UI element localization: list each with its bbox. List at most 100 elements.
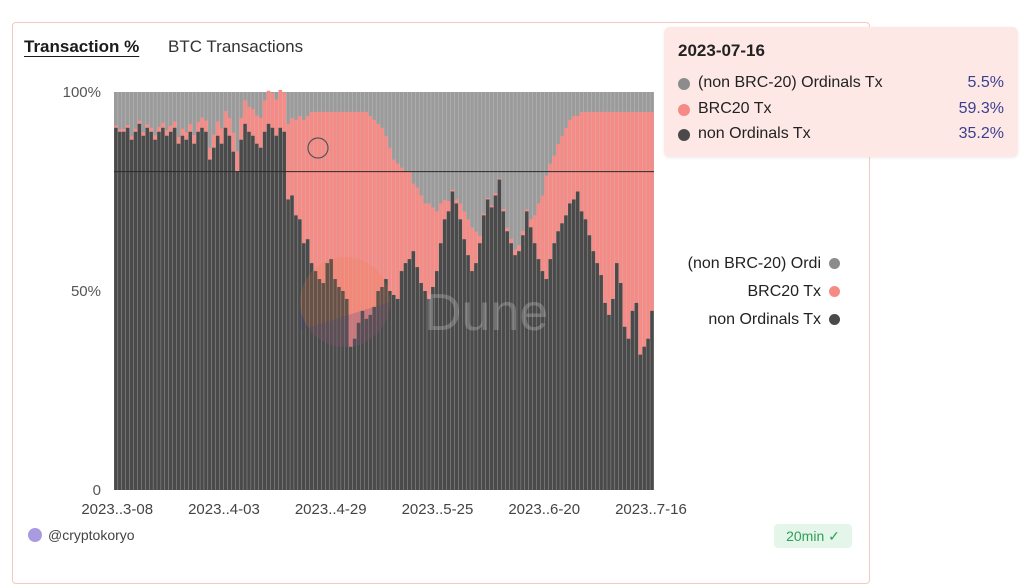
bar-brc20-segment xyxy=(419,195,423,284)
bar-brc20-segment xyxy=(345,111,349,299)
bar-brc20-segment xyxy=(505,227,510,232)
bar-non-ordinals-segment xyxy=(642,346,647,490)
bar-brc20-segment xyxy=(403,171,408,264)
bar-non-ordinals-segment xyxy=(497,179,502,490)
bar-brc20-segment xyxy=(223,111,228,128)
bar-non-ordinals-segment xyxy=(399,271,404,490)
legend-item-non-ordinals[interactable]: non Ordinals Tx xyxy=(708,311,840,331)
bar-non-ordinals-segment xyxy=(341,291,345,490)
bar-brc20-segment xyxy=(552,155,557,244)
bar-brc20-segment xyxy=(266,90,271,124)
bar-brc20-segment xyxy=(579,111,584,212)
tab-transaction-percent[interactable]: Transaction % xyxy=(24,37,140,56)
bar-non-ordinals-segment xyxy=(435,271,439,490)
bar-non-ordinals-segment xyxy=(481,215,486,490)
bar-brc20-segment xyxy=(591,111,596,252)
bar-brc20-segment xyxy=(325,111,330,264)
bar-brc20-segment xyxy=(638,111,643,355)
bar-non-ordinals-segment xyxy=(611,298,615,490)
bar-brc20-segment xyxy=(438,203,443,244)
bar-brc20-segment xyxy=(161,122,165,128)
bar-brc20-segment xyxy=(423,203,427,291)
bar-non-ordinals-segment xyxy=(125,127,130,490)
bar-brc20-segment xyxy=(634,111,639,303)
bar-non-ordinals-segment xyxy=(168,131,173,491)
bar-brc20-segment xyxy=(239,117,243,140)
stacked-bar-chart: Dune 0 50% 100% 2023..3-08 2023..4-03 2023..4-… xyxy=(63,84,687,518)
bar-non-ordinals-segment xyxy=(161,127,165,490)
tooltip-row-ordinals: (non BRC-20) Ordinals Tx 5.5% xyxy=(678,74,1004,94)
bar-non-ordinals-segment xyxy=(540,271,545,490)
bar-non-ordinals-segment xyxy=(517,251,521,490)
bar-non-ordinals-segment xyxy=(309,263,314,490)
y-tick-label: 50% xyxy=(71,283,101,300)
bar-non-ordinals-segment xyxy=(333,279,337,490)
author-link[interactable]: @cryptokoryo xyxy=(28,527,135,543)
tab-btc-transactions[interactable]: BTC Transactions xyxy=(168,37,304,56)
bar-non-ordinals-segment xyxy=(603,302,607,490)
bar-brc20-segment xyxy=(227,117,232,136)
tooltip-date: 2023-07-16 xyxy=(678,41,765,60)
bar-brc20-segment xyxy=(298,115,302,220)
bar-brc20-segment xyxy=(333,111,337,280)
bar-non-ordinals-segment xyxy=(403,263,408,490)
bar-brc20-segment xyxy=(157,127,161,132)
bar-brc20-segment xyxy=(290,117,294,196)
bar-non-ordinals-segment xyxy=(239,139,243,490)
bar-brc20-segment xyxy=(247,106,251,132)
bar-brc20-segment xyxy=(462,211,467,240)
bar-non-ordinals-segment xyxy=(442,219,447,491)
x-tick-label: 2023..4-03 xyxy=(188,501,260,518)
bar-brc20-segment xyxy=(356,111,361,323)
bar-non-ordinals-segment xyxy=(380,287,384,490)
bar-brc20-segment xyxy=(544,175,549,280)
bar-non-ordinals-segment xyxy=(450,191,455,490)
bar-non-ordinals-segment xyxy=(172,127,177,490)
watermark-text: Dune xyxy=(424,284,548,342)
bar-non-ordinals-segment xyxy=(114,127,118,490)
bar-non-ordinals-segment xyxy=(525,211,529,490)
bar-non-ordinals-segment xyxy=(329,259,333,490)
bar-non-ordinals-segment xyxy=(411,251,416,490)
bar-brc20-segment xyxy=(200,117,204,128)
chart-tooltip: 2023-07-16 (non BRC-20) Ordinals Tx 5.5%… xyxy=(664,27,1018,157)
bar-non-ordinals-segment xyxy=(184,139,189,490)
bar-non-ordinals-segment xyxy=(384,279,388,490)
bar-brc20-segment xyxy=(450,189,455,192)
bar-brc20-segment xyxy=(427,203,431,299)
bar-brc20-segment xyxy=(411,183,416,252)
bar-non-ordinals-segment xyxy=(618,283,623,490)
bar-non-ordinals-segment xyxy=(274,135,279,490)
bar-brc20-segment xyxy=(501,209,506,212)
bar-non-ordinals-segment xyxy=(587,235,592,490)
bar-brc20-segment xyxy=(153,135,157,140)
bar-brc20-segment xyxy=(575,115,580,192)
bar-non-ordinals-segment xyxy=(571,199,576,490)
bar-non-ordinals-segment xyxy=(305,239,310,490)
legend-item-ordinals[interactable]: (non BRC-20) Ordi xyxy=(688,255,840,275)
tooltip-row-brc20: BRC20 Tx 59.3% xyxy=(678,100,1004,120)
bar-brc20-segment xyxy=(442,199,447,220)
bar-brc20-segment xyxy=(231,132,236,152)
bar-brc20-segment xyxy=(548,163,553,260)
bar-non-ordinals-segment xyxy=(454,203,459,490)
bar-non-ordinals-segment xyxy=(595,263,600,490)
bar-brc20-segment xyxy=(368,115,373,315)
bar-non-ordinals-segment xyxy=(372,306,377,490)
bar-brc20-segment xyxy=(481,213,486,216)
bar-brc20-segment xyxy=(474,231,478,264)
bar-brc20-segment xyxy=(587,111,592,236)
bar-non-ordinals-segment xyxy=(286,199,290,490)
bar-non-ordinals-segment xyxy=(157,131,161,491)
bar-brc20-segment xyxy=(149,127,153,132)
bar-non-ordinals-segment xyxy=(626,338,631,490)
bar-non-ordinals-segment xyxy=(258,147,263,490)
bar-brc20-segment xyxy=(485,197,490,200)
bar-non-ordinals-segment xyxy=(622,326,627,490)
refresh-badge[interactable]: 20min ✓ xyxy=(774,524,852,548)
legend-item-brc20[interactable]: BRC20 Tx xyxy=(747,283,840,303)
bar-non-ordinals-segment xyxy=(247,131,251,491)
bar-non-ordinals-segment xyxy=(204,131,208,491)
bar-non-ordinals-segment xyxy=(556,231,560,491)
bar-brc20-segment xyxy=(525,209,529,212)
